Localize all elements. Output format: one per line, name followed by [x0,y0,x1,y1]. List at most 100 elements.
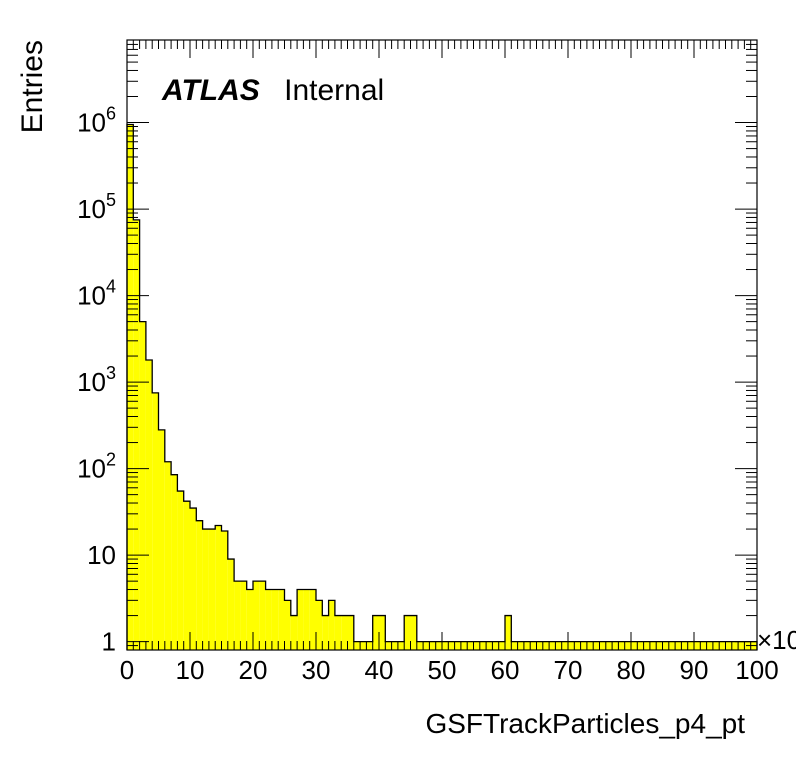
histogram-bar [561,641,568,650]
x-tick-label: 80 [617,655,646,685]
x-tick-label: 0 [120,655,134,685]
histogram-bar [297,589,304,650]
histogram-bar [505,615,512,650]
histogram-bar [215,525,222,650]
histogram-bar [694,641,701,650]
histogram-bar [290,615,298,650]
histogram-bar [498,641,505,650]
histogram-bar [624,641,631,650]
histogram-bar [517,641,524,650]
histogram-bar [334,615,342,650]
histogram-bar [284,600,291,650]
histogram-bar [738,641,745,650]
histogram-bar [316,600,323,650]
histogram-bar [429,641,436,650]
histogram-bar [385,641,392,650]
histogram-bar [246,589,253,650]
histogram-bar [448,641,455,650]
histogram-bar [253,581,260,650]
x-tick-labels: 0 10 20 30 40 50 60 70 80 90 100 [120,655,779,685]
histogram-bar [555,641,562,650]
y-tick-label: 102 [77,450,116,484]
histogram-bar [675,641,682,650]
histogram-bar [656,641,663,650]
histogram-bar [234,581,241,650]
histogram-bar [511,641,518,650]
histogram-bar [397,641,405,650]
histogram-bar [523,641,531,650]
histogram-bar [391,641,398,650]
x-multiplier: ×10 [757,625,796,655]
x-tick-label: 90 [680,655,709,685]
histogram-bar [700,641,707,650]
histogram-bar [221,530,228,650]
x-tick-label: 60 [491,655,520,685]
histogram-bar [353,641,361,650]
atlas-label: ATLAS Internal [161,74,384,107]
histogram-bar [360,641,367,650]
histogram-bar [341,615,348,650]
histogram-bar [404,615,411,650]
histogram-bar [177,491,184,650]
histogram-bar [227,559,235,650]
histogram-bar [530,641,537,650]
histogram-bar [643,641,650,650]
histogram-bar [442,641,449,650]
histogram-bar [379,615,386,650]
histogram-bar [372,615,379,650]
histogram-bar [599,641,606,650]
histogram-bar [725,641,732,650]
histogram-bar [171,474,178,650]
histogram-bar [549,641,556,650]
histogram-bar [309,589,316,650]
x-axis-label: GSFTrackParticles_p4_pt [425,708,745,739]
histogram-bar [460,641,468,650]
plot-frame [126,39,758,651]
histogram-bar [127,124,134,651]
histogram-bar [152,392,159,650]
histogram-bar [158,429,165,650]
histogram-bar [435,641,442,650]
y-tick-label: 105 [77,190,116,224]
histogram-bar [542,641,550,650]
histogram-bar [662,641,669,650]
histogram-bar [328,600,335,650]
histogram-bar [467,641,474,650]
histogram-bar [687,641,694,650]
y-tick-label: 106 [77,104,116,138]
histogram-bar [347,615,354,650]
histogram-bar [586,641,594,650]
histogram-bar [145,360,153,650]
histogram-bar [706,641,713,650]
x-tick-label: 30 [302,655,331,685]
y-tick-label: 103 [77,363,116,397]
histogram-bar [240,581,247,650]
histogram-bar [580,641,587,650]
histogram-bar [574,641,581,650]
histogram-bar [139,321,146,650]
y-tick-label: 1 [102,627,116,657]
histogram-bar [265,589,272,650]
histogram-bar [612,641,619,650]
histogram-bar [164,461,172,650]
histogram-bar [423,641,430,650]
x-tick-label: 100 [735,655,778,685]
histogram-bar [637,641,644,650]
histogram-bars [126,123,758,651]
y-axis-label: Entries [16,40,49,133]
histogram-bar [196,520,203,650]
histogram-bar [712,641,720,650]
histogram-bar [366,641,373,650]
histogram-bar [202,529,209,650]
histogram-bar [473,641,480,650]
atlas-internal: Internal [284,74,384,107]
histogram-bar [486,641,493,650]
x-tick-label: 50 [428,655,457,685]
histogram-bar [208,529,216,650]
histogram-bar [271,589,279,650]
histogram-bar [568,641,575,650]
histogram-bar [631,641,638,650]
histogram-bar [190,508,197,650]
histogram-bar [593,641,600,650]
y-tick-labels: 1 10 102 103 104 105 106 [77,104,116,657]
